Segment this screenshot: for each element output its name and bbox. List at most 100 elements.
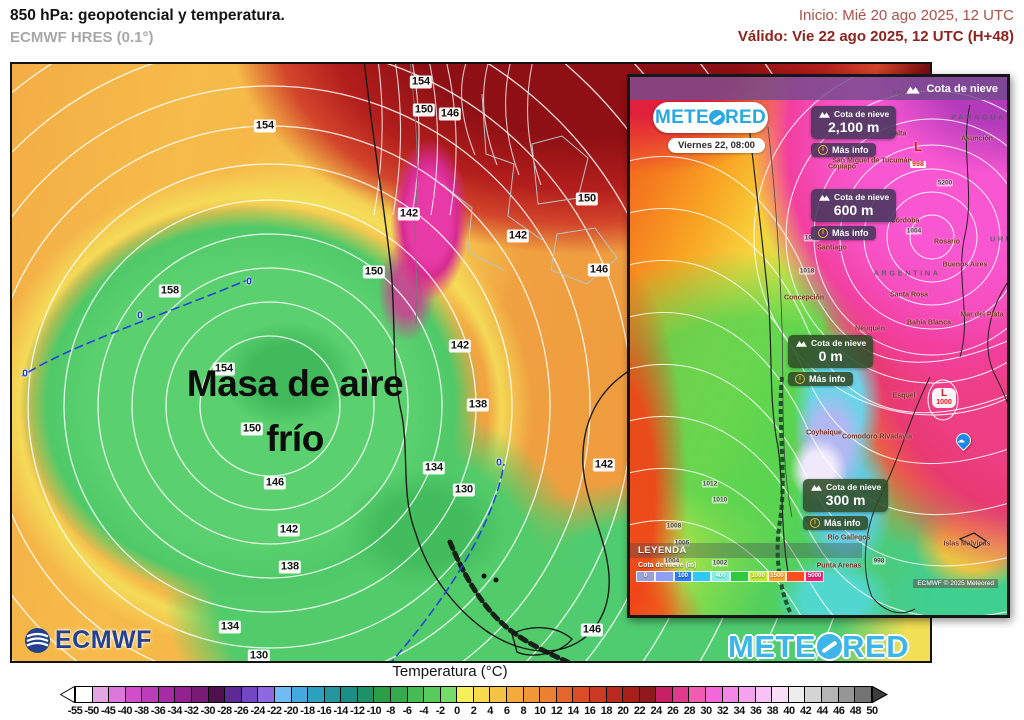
low-pressure-marker: L 1000 [932,388,956,408]
more-info-button[interactable]: i Más info [811,226,876,240]
city-label: San Miguel de Tucumán [832,157,912,165]
model-subtitle: ECMWF HRES (0.1°) [10,29,154,46]
city-label: Coyhaique [806,429,842,437]
colorbar-tick-label: 38 [766,705,779,717]
snow-level-badge[interactable]: Cota de nieve 300 m i Más info [803,479,889,530]
geopotential-contour-label: 146 [438,107,462,121]
more-info-label: Más info [832,145,869,155]
colorbar-cell [490,687,508,702]
colorbar-tick-label: 0 [454,705,460,717]
city-label: Neuquén [855,325,885,333]
colorbar-tick-label: -20 [283,705,299,717]
colorbar-cell [755,687,773,702]
colorbar-cell [274,687,292,702]
geopotential-contour-label: 146 [587,263,611,277]
colorbar-cell [341,687,358,702]
colorbar-tick-label: 16 [584,705,596,717]
more-info-button[interactable]: i Más info [811,143,876,157]
geopotential-contour-label: 142 [506,229,530,243]
info-icon: i [810,518,820,528]
temperature-colorbar [75,686,872,703]
zero-isotherm-label: 0 [22,368,28,380]
city-label: Concepción [783,294,825,302]
snow-mountain-icon [819,194,830,201]
colorbar-tick-label: -50 [84,705,99,717]
colorbar-cell [407,687,425,702]
city-label: Islas Malvinas [943,540,991,548]
colorbar-cell [208,687,226,702]
snow-level-badge[interactable]: Cota de nieve 600 m i Más info [811,189,897,240]
country-label: ARGENTINA [873,268,941,278]
geopotential-contour-label: 154 [409,75,433,89]
pressure-contour-label: 1004 [663,557,681,565]
legend-title: LEYENDA [630,543,862,558]
snow-level-inset-map: CopiapóAsunciónJujuySaltaSan Miguel de T… [627,74,1010,618]
colorbar-cell [656,687,673,702]
geopotential-contour-label: 146 [263,476,287,490]
geopotential-contour-label: 146 [580,623,604,637]
pressure-contour-label: 5200 [936,179,954,187]
snow-level-badge[interactable]: Cota de nieve 0 m i Más info [788,335,874,386]
colorbar-tick-label: 46 [833,705,845,717]
colorbar-tick-label: 32 [716,705,729,717]
colorbar-tick-label: -6 [402,705,412,717]
badge-label: Cota de nieve [834,109,890,119]
more-info-label: Más info [824,518,861,528]
legend-subtitle: Cota de nieve (m) [638,562,697,569]
colorbar-tick-label: 12 [550,705,563,717]
info-icon: i [795,374,805,384]
colorbar-cell [705,687,723,702]
colorbar-tick-label: -10 [366,705,382,717]
colorbar-cell [241,687,259,702]
colorbar-cell [225,687,242,702]
colorbar-cell [258,687,275,702]
ecmwf-logo: ECMWF [24,626,152,655]
geopotential-contour-label: 150 [240,422,264,436]
colorbar-tick-label: -55 [67,705,83,717]
badge-label: Cota de nieve [826,482,882,492]
colorbar-tick-label: 6 [503,705,510,717]
colorbar-tick-label: 44 [816,705,829,717]
geopotential-contour-label: 142 [592,458,616,472]
copyright-label: ECMWF © 2025 Meteored [913,579,998,588]
colorbar-cell [192,687,209,702]
colorbar-cell [92,687,110,702]
meteored-o-icon [709,109,725,126]
colorbar-cell [838,687,856,702]
geopotential-contour-label: 142 [277,523,301,537]
colorbar-cell [440,687,458,702]
colorbar-tick-label: -24 [250,705,265,717]
colorbar-cell [158,687,176,702]
more-info-label: Más info [832,228,869,238]
colorbar-cell [142,687,159,702]
inset-header-bar: Cota de nieve [630,77,1007,100]
more-info-button[interactable]: i Más info [788,372,853,386]
colorbar-cell [623,687,640,702]
page-title: 850 hPa: geopotencial y temperatura. [10,7,285,24]
snow-level-badge[interactable]: Cota de nieve 2,100 m i Más info [811,106,897,157]
geopotential-contour-label: 158 [158,284,182,298]
info-icon: i [818,228,828,238]
legend-cell: 0 [636,571,655,582]
snow-level-legend: LEYENDA Cota de nieve (m) 0 100 400 1000 150… [630,543,862,582]
colorbar-cell [822,687,839,702]
city-label: Rosario [933,238,961,246]
logo-text-left: METE [655,106,710,128]
more-info-button[interactable]: i Más info [803,516,868,530]
colorbar-cell [639,687,657,702]
colorbar-tick-label: -14 [333,705,348,717]
meteored-logo[interactable]: METE RED [653,102,768,133]
geopotential-contour-label: 142 [397,207,421,221]
colorbar-cell [390,687,408,702]
colorbar-cell [473,687,491,702]
colorbar-cell [324,687,342,702]
colorbar-tick-label: 22 [633,705,646,717]
city-label: Esquel [892,392,916,400]
pressure-contour-label: 998 [872,557,886,565]
colorbar-cell [125,687,143,702]
city-label: Asunción [961,135,993,143]
cold-air-annotation: Masa de aire frío [186,363,404,459]
country-label: URUG [989,234,1007,244]
geopotential-contour-label: 130 [452,483,476,497]
city-label: Salta [889,130,907,138]
